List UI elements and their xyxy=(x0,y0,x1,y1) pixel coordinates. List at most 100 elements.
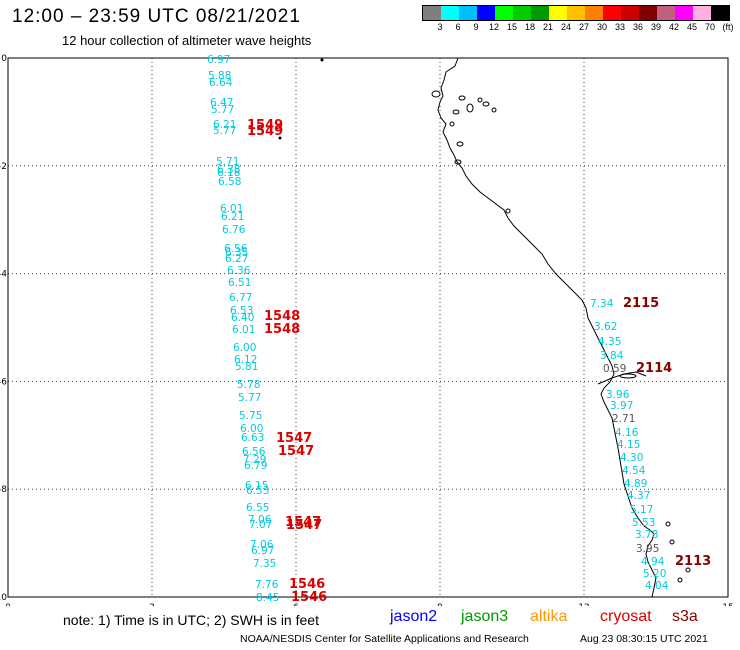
wave-height-value: 6.97 xyxy=(207,54,230,66)
color-label: 70 xyxy=(704,22,716,32)
color-swatch xyxy=(675,6,693,20)
color-swatch xyxy=(603,6,621,20)
y-tick-label: -6 xyxy=(0,377,7,387)
map-border xyxy=(7,57,729,598)
color-swatch xyxy=(549,6,567,20)
coastline xyxy=(278,57,691,598)
color-swatch xyxy=(621,6,639,20)
color-label: 42 xyxy=(668,22,680,32)
color-legend-bar xyxy=(422,5,730,21)
color-swatch xyxy=(423,6,441,20)
wave-height-value: 5.81 xyxy=(235,361,258,373)
pass-number-label: 1546 xyxy=(289,577,325,592)
wave-height-value: 5.53 xyxy=(632,517,655,529)
wave-height-value: 2.71 xyxy=(612,413,635,425)
wave-height-value: 5.71 xyxy=(216,156,239,168)
color-swatch xyxy=(711,6,729,20)
map-frame xyxy=(7,57,729,598)
wave-height-value: 6.58 xyxy=(218,176,241,188)
pass-number-label: 2114 xyxy=(636,361,672,376)
chart-subtitle: 12 hour collection of altimeter wave hei… xyxy=(62,33,312,48)
wave-height-value: 6.53 xyxy=(230,305,253,317)
coastline-inlet xyxy=(597,371,647,385)
wave-height-value: 3.95 xyxy=(636,543,659,555)
island xyxy=(449,121,455,127)
wave-height-value: 4.16 xyxy=(615,427,639,439)
satellite-legend-altika: altika xyxy=(530,608,568,625)
wave-height-value: 3.78 xyxy=(635,529,658,541)
wave-height-value: 7.07 xyxy=(249,519,272,531)
color-label: 39 xyxy=(650,22,662,32)
x-tick-label: 9 xyxy=(437,603,443,606)
wave-height-value: 6.27 xyxy=(225,253,248,265)
island xyxy=(458,95,466,101)
wave-height-value: 4.35 xyxy=(598,336,621,348)
color-label: 9 xyxy=(473,22,479,32)
wave-height-value: 6.15 xyxy=(245,480,268,492)
wave-height-value: 3.62 xyxy=(594,321,617,333)
wave-height-value: 4.37 xyxy=(627,490,650,502)
color-label: 36 xyxy=(632,22,644,32)
wave-height-value: 6.36 xyxy=(227,265,251,277)
wave-height-value: 7.76 xyxy=(255,579,279,591)
axis-ticks: 0 3 6 9 12 15 0 -2 -4 -6 -8 -10 xyxy=(0,54,734,606)
island xyxy=(685,567,691,573)
pass-number-label: 2115 xyxy=(623,296,659,311)
wave-height-value: 4.15 xyxy=(617,439,640,451)
x-tick-label: 6 xyxy=(293,603,299,606)
y-tick-label: -2 xyxy=(0,162,7,172)
wave-height-value: 5.20 xyxy=(643,568,666,580)
pass-number-label: 1548 xyxy=(264,309,300,324)
island xyxy=(431,90,441,98)
color-swatch xyxy=(495,6,513,20)
color-swatch xyxy=(693,6,711,20)
wave-height-value: 6.47 xyxy=(210,97,233,109)
wave-height-value: 6.76 xyxy=(222,224,246,236)
wave-height-value: 3.84 xyxy=(600,350,624,362)
wave-height-value: 6.12 xyxy=(234,354,257,366)
wave-height-value: 6.97 xyxy=(251,545,274,557)
wave-height-value: 6.01 xyxy=(220,203,243,215)
wave-height-value: 6.63 xyxy=(241,432,264,444)
island xyxy=(505,208,511,214)
satellite-legend-jason3: jason3 xyxy=(461,608,509,625)
wave-height-value: 6.21 xyxy=(221,211,244,223)
color-swatch xyxy=(567,6,585,20)
wave-height-value: 6.00 xyxy=(240,423,263,435)
footnote: note: 1) Time is in UTC; 2) SWH is in fe… xyxy=(63,612,319,628)
altimeter-track-west: 6.975.886.646.475.776.215.775.716.386.18… xyxy=(207,54,327,605)
color-label: 15 xyxy=(506,22,518,32)
color-label: 27 xyxy=(578,22,590,32)
color-label: 18 xyxy=(524,22,536,32)
color-swatch xyxy=(531,6,549,20)
coastline-path xyxy=(437,57,657,598)
wave-height-value: 4.89 xyxy=(624,478,647,490)
wave-height-value: 5.77 xyxy=(238,392,261,404)
color-swatch xyxy=(513,6,531,20)
color-label: 12 xyxy=(488,22,500,32)
map-grid xyxy=(8,58,728,597)
island xyxy=(452,109,460,115)
wave-height-value: 6.00 xyxy=(233,342,256,354)
wave-height-value: 6.38 xyxy=(217,164,240,176)
marker-dot xyxy=(320,58,324,62)
pass-number-label: 1549 xyxy=(247,124,283,139)
wave-height-value: 7.35 xyxy=(253,558,276,570)
wave-height-value: 4.54 xyxy=(622,465,646,477)
x-tick-label: 12 xyxy=(578,603,589,606)
wave-height-value: 6.40 xyxy=(231,312,254,324)
wave-height-value: 3.97 xyxy=(610,400,633,412)
color-label: 21 xyxy=(542,22,554,32)
island xyxy=(669,539,675,545)
island xyxy=(454,159,462,165)
wave-height-value: 6.53 xyxy=(246,485,269,497)
wave-height-value: 0.59 xyxy=(603,363,626,375)
timestamp-text: Aug 23 08:30:15 UTC 2021 xyxy=(580,633,708,645)
color-legend-labels: 3 6 9 12 15 18 21 24 27 30 33 36 39 42 45 70 (ft) xyxy=(422,22,733,34)
pass-number-label: 1549 xyxy=(247,118,283,133)
pass-number-label: 1548 xyxy=(264,322,300,337)
color-label: 33 xyxy=(614,22,626,32)
wave-height-value: 6.64 xyxy=(209,77,233,89)
color-label: 30 xyxy=(596,22,608,32)
island xyxy=(477,97,483,103)
